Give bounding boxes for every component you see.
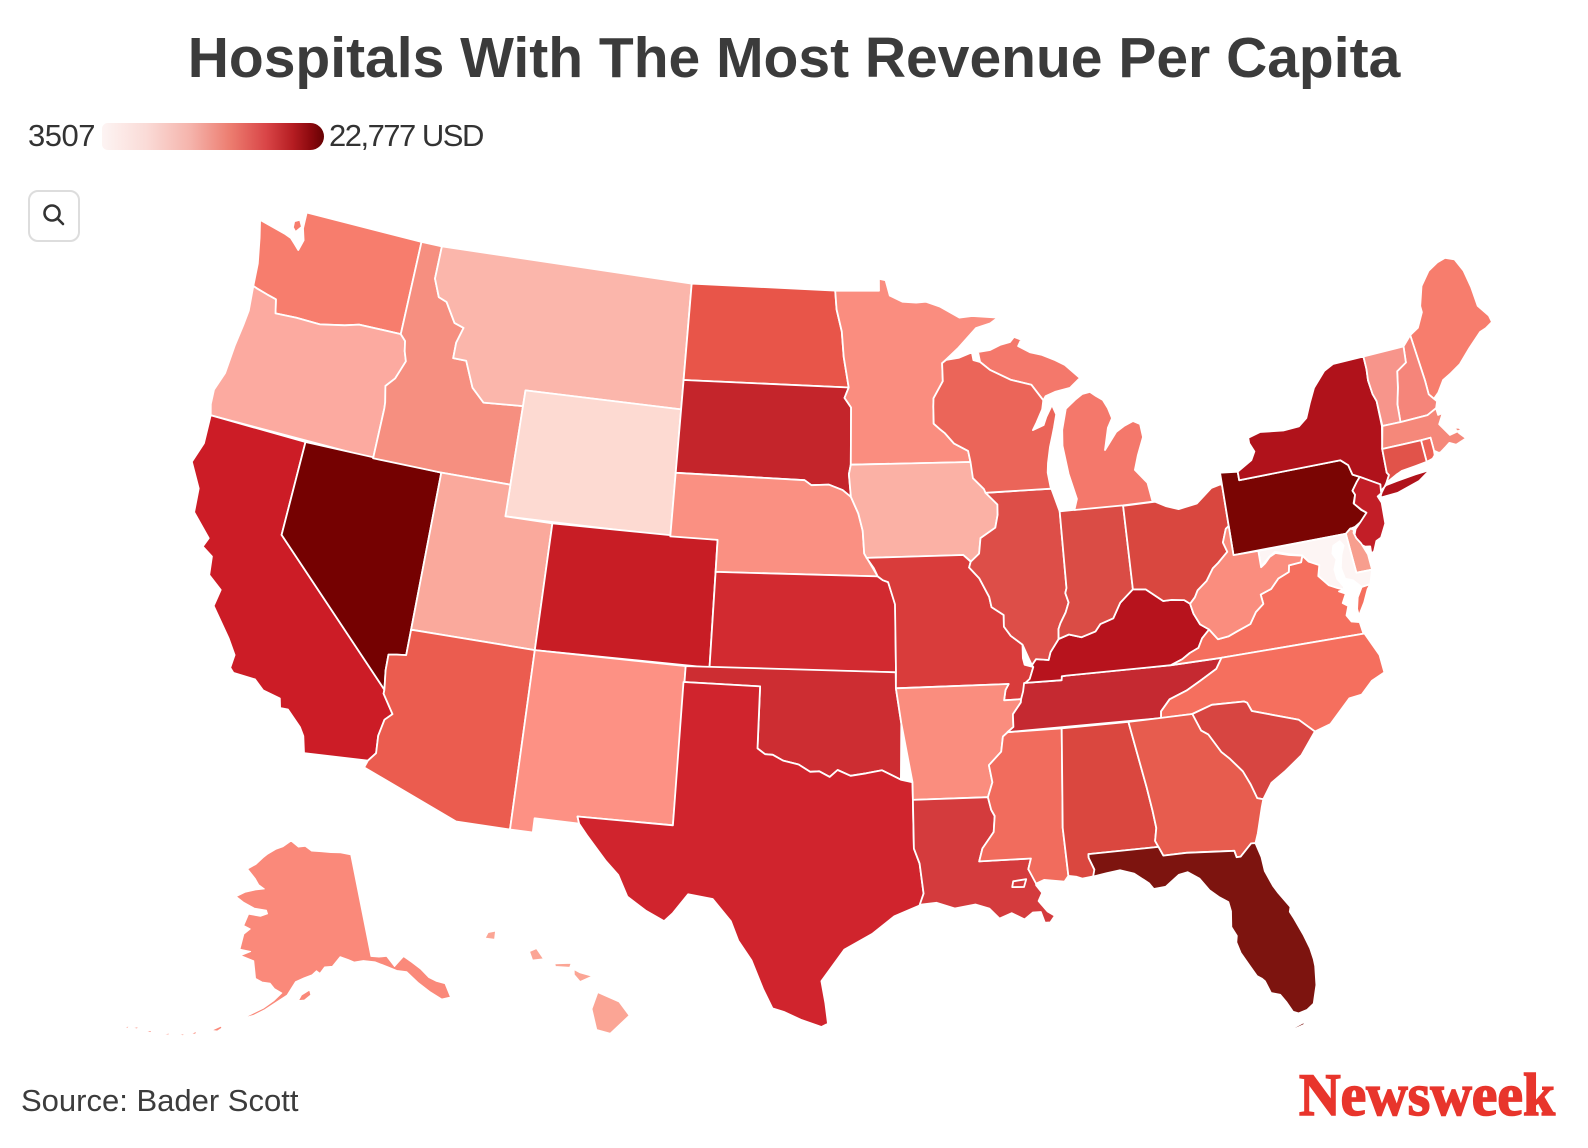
svg-text:Newsweek: Newsweek [1299, 1066, 1556, 1126]
